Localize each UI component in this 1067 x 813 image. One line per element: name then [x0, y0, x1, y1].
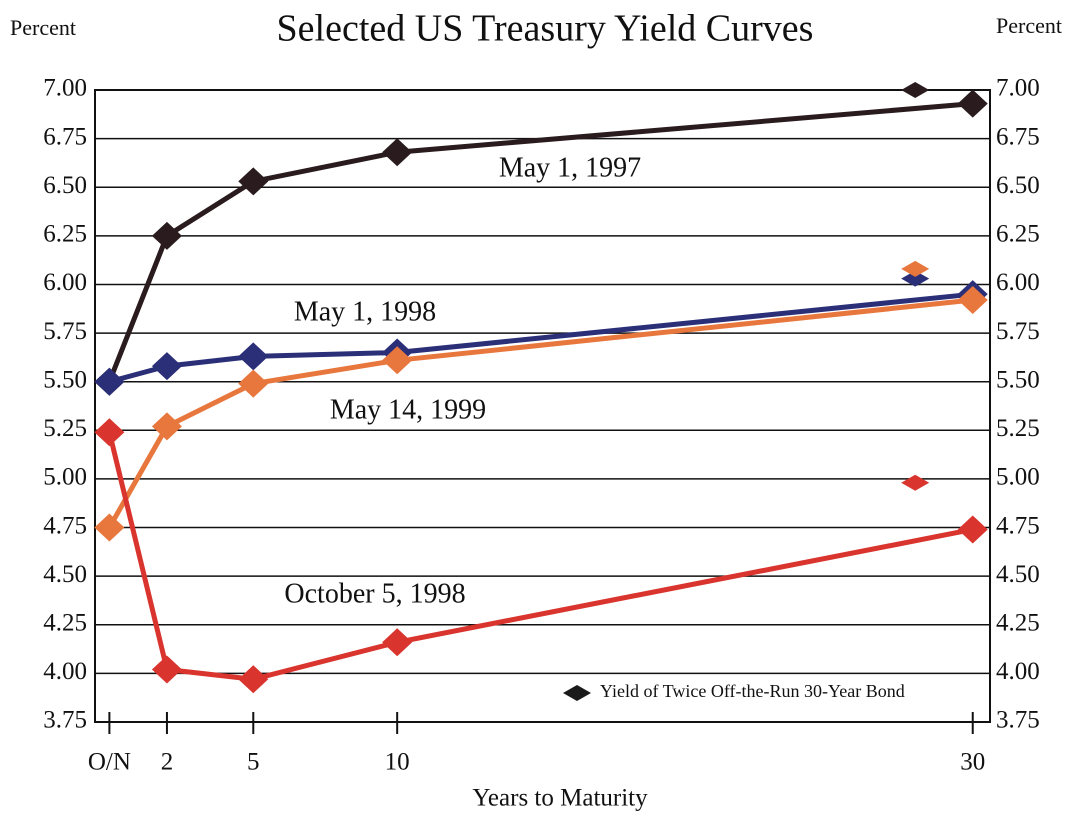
series-line	[106, 431, 974, 682]
y-tick-label: 4.50	[43, 561, 87, 588]
data-point	[382, 346, 413, 375]
y2-tick-label: 4.00	[996, 658, 1040, 685]
x-tick-label: 2	[161, 749, 174, 776]
data-point	[94, 418, 125, 447]
series-label: May 1, 1997	[499, 152, 641, 183]
y-tick-label: 7.00	[43, 75, 87, 102]
y2-tick-label: 4.25	[996, 610, 1040, 637]
y2-tick-label: 6.50	[996, 172, 1040, 199]
y-tick-label: 5.50	[43, 366, 87, 393]
y2-tick-label: 3.75	[996, 707, 1040, 734]
y-tick-label: 4.75	[43, 512, 87, 539]
y-tick-label: 5.25	[43, 415, 87, 442]
y2-tick-label: 6.75	[996, 123, 1040, 150]
y-tick-label: 5.75	[43, 318, 87, 345]
y-tick-label: 6.00	[43, 269, 87, 296]
x-tick-label: 5	[247, 749, 260, 776]
chart-title: Selected US Treasury Yield Curves	[277, 8, 814, 50]
data-point	[94, 513, 125, 542]
series-label: May 14, 1999	[330, 394, 486, 425]
y-axis-label: Percent	[10, 15, 76, 40]
series-line	[107, 297, 973, 529]
data-point	[94, 367, 125, 396]
y2-tick-label: 4.75	[996, 512, 1040, 539]
y2-axis-label: Percent	[996, 13, 1062, 38]
y2-tick-label: 6.25	[996, 221, 1040, 248]
data-point	[151, 655, 182, 684]
y2-tick-label: 7.00	[996, 75, 1040, 102]
y-tick-label: 6.25	[43, 221, 87, 248]
data-point	[238, 665, 269, 694]
y-tick-label: 6.75	[43, 123, 87, 150]
data-point	[151, 221, 182, 250]
data-point	[957, 286, 988, 315]
data-point	[238, 342, 269, 371]
y-tick-label: 4.00	[43, 658, 87, 685]
y2-tick-label: 5.00	[996, 464, 1040, 491]
off-the-run-point	[901, 82, 930, 98]
data-point	[238, 369, 269, 398]
legend-marker	[563, 685, 591, 701]
legend-label: Yield of Twice Off-the-Run 30-Year Bond	[600, 681, 905, 701]
y-tick-label: 5.00	[43, 464, 87, 491]
data-point	[382, 628, 413, 657]
data-point	[382, 138, 413, 167]
series-line	[108, 291, 973, 385]
data-point	[151, 352, 182, 381]
data-point	[151, 412, 182, 441]
series-label: October 5, 1998	[284, 578, 465, 609]
y-tick-label: 3.75	[43, 707, 87, 734]
y2-tick-label: 5.50	[996, 366, 1040, 393]
x-tick-label: 10	[385, 749, 410, 776]
x-tick-label: O/N	[88, 749, 131, 776]
y-tick-label: 4.25	[43, 610, 87, 637]
plot-frame	[94, 89, 991, 723]
data-point	[238, 167, 269, 196]
off-the-run-point	[901, 474, 930, 491]
data-point	[957, 515, 988, 544]
y2-tick-label: 6.00	[996, 269, 1040, 296]
data-point	[957, 89, 988, 118]
off-the-run-point	[901, 260, 930, 277]
x-axis-label: Years to Maturity	[472, 785, 648, 812]
x-tick-label: 30	[960, 749, 985, 776]
y-tick-label: 6.50	[43, 172, 87, 199]
series-label: May 1, 1998	[294, 296, 436, 327]
y2-tick-label: 5.25	[996, 415, 1040, 442]
y2-tick-label: 5.75	[996, 318, 1040, 345]
off-the-run-point	[901, 270, 930, 287]
y2-tick-label: 4.50	[996, 561, 1040, 588]
